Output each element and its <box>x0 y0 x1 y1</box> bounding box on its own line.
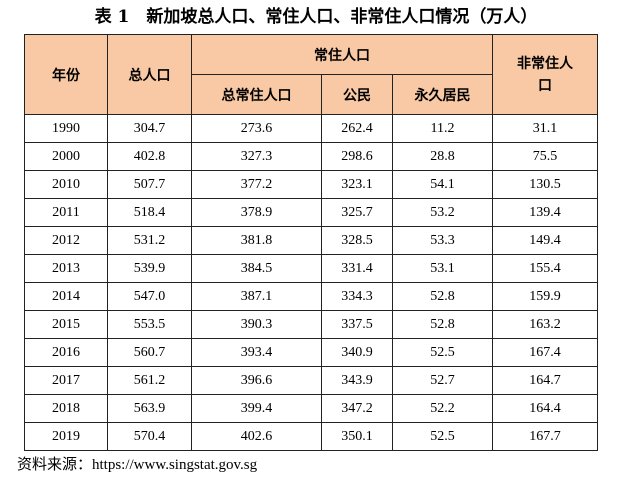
resident-total-cell: 381.8 <box>191 226 322 255</box>
year-cell: 2000 <box>24 142 108 171</box>
nonresident-cell: 75.5 <box>492 142 598 171</box>
total-cell: 553.5 <box>107 310 192 339</box>
table-row: 2015 553.5 390.3 337.5 52.8 163.2 <box>24 310 598 339</box>
pr-cell: 52.8 <box>392 282 493 311</box>
total-cell: 518.4 <box>107 198 192 227</box>
total-cell: 531.2 <box>107 226 192 255</box>
resident-total-cell: 393.4 <box>191 338 322 367</box>
pr-cell: 28.8 <box>392 142 493 171</box>
year-cell: 2011 <box>24 198 108 227</box>
pr-cell: 53.1 <box>392 254 493 283</box>
total-cell: 560.7 <box>107 338 192 367</box>
year-cell: 2018 <box>24 394 108 423</box>
citizen-cell: 350.1 <box>321 422 393 451</box>
pr-cell: 11.2 <box>392 114 493 143</box>
pr-cell: 52.7 <box>392 366 493 395</box>
resident-total-cell: 387.1 <box>191 282 322 311</box>
year-cell: 2016 <box>24 338 108 367</box>
header-permanent-resident: 永久居民 <box>392 74 493 115</box>
table-row: 2011 518.4 378.9 325.7 53.2 139.4 <box>24 198 598 227</box>
resident-total-cell: 402.6 <box>191 422 322 451</box>
table-row: 2016 560.7 393.4 340.9 52.5 167.4 <box>24 338 598 367</box>
table-row: 2010 507.7 377.2 323.1 54.1 130.5 <box>24 170 598 199</box>
citizen-cell: 343.9 <box>321 366 393 395</box>
nonresident-cell: 155.4 <box>492 254 598 283</box>
pr-cell: 53.3 <box>392 226 493 255</box>
header-row-sub: 总常住人口 公民 永久居民 <box>25 74 598 115</box>
nonresident-cell: 164.4 <box>492 394 598 423</box>
pr-cell: 52.8 <box>392 310 493 339</box>
table-row: 2019 570.4 402.6 350.1 52.5 167.7 <box>24 422 598 451</box>
nonresident-cell: 139.4 <box>492 198 598 227</box>
citizen-cell: 262.4 <box>321 114 393 143</box>
nonresident-cell: 167.7 <box>492 422 598 451</box>
resident-total-cell: 390.3 <box>191 310 322 339</box>
citizen-cell: 328.5 <box>321 226 393 255</box>
resident-total-cell: 399.4 <box>191 394 322 423</box>
citizen-cell: 298.6 <box>321 142 393 171</box>
total-cell: 402.8 <box>107 142 192 171</box>
resident-total-cell: 377.2 <box>191 170 322 199</box>
total-cell: 507.7 <box>107 170 192 199</box>
header-year: 年份 <box>24 34 108 115</box>
pr-cell: 52.2 <box>392 394 493 423</box>
citizen-cell: 334.3 <box>321 282 393 311</box>
year-cell: 2010 <box>24 170 108 199</box>
resident-total-cell: 384.5 <box>191 254 322 283</box>
total-cell: 563.9 <box>107 394 192 423</box>
nonresident-cell: 167.4 <box>492 338 598 367</box>
population-table: 年份 总人口 常住人口 非常住人 口 总常住人口 公民 永久居民 1990 304… <box>24 34 598 451</box>
total-cell: 547.0 <box>107 282 192 311</box>
total-cell: 539.9 <box>107 254 192 283</box>
year-cell: 2019 <box>24 422 108 451</box>
resident-total-cell: 396.6 <box>191 366 322 395</box>
header-resident-total: 总常住人口 <box>191 74 322 115</box>
resident-total-cell: 273.6 <box>191 114 322 143</box>
header-citizen: 公民 <box>321 74 393 115</box>
year-cell: 2014 <box>24 282 108 311</box>
citizen-cell: 340.9 <box>321 338 393 367</box>
header-row-top: 年份 总人口 常住人口 非常住人 口 <box>24 34 598 115</box>
table-body: 1990 304.7 273.6 262.4 11.2 31.1 2000 402.8 327.… <box>24 114 598 451</box>
pr-cell: 52.5 <box>392 338 493 367</box>
nonresident-cell: 149.4 <box>492 226 598 255</box>
nonresident-cell: 159.9 <box>492 282 598 311</box>
resident-total-cell: 378.9 <box>191 198 322 227</box>
year-cell: 2012 <box>24 226 108 255</box>
citizen-cell: 347.2 <box>321 394 393 423</box>
pr-cell: 52.5 <box>392 422 493 451</box>
citizen-cell: 323.1 <box>321 170 393 199</box>
pr-cell: 53.2 <box>392 198 493 227</box>
year-cell: 2015 <box>24 310 108 339</box>
citizen-cell: 331.4 <box>321 254 393 283</box>
header-total-population: 总人口 <box>107 34 192 115</box>
total-cell: 304.7 <box>107 114 192 143</box>
resident-total-cell: 327.3 <box>191 142 322 171</box>
nonresident-cell: 130.5 <box>492 170 598 199</box>
table-row: 2014 547.0 387.1 334.3 52.8 159.9 <box>24 282 598 311</box>
table-row: 1990 304.7 273.6 262.4 11.2 31.1 <box>24 114 598 143</box>
citizen-cell: 337.5 <box>321 310 393 339</box>
table-row: 2017 561.2 396.6 343.9 52.7 164.7 <box>24 366 598 395</box>
source-note: 资料来源：https://www.singstat.gov.sg <box>17 457 258 473</box>
table-row: 2012 531.2 381.8 328.5 53.3 149.4 <box>24 226 598 255</box>
header-nonresident-line1: 非常住人 <box>517 55 573 72</box>
table-row: 2018 563.9 399.4 347.2 52.2 164.4 <box>24 394 598 423</box>
header-nonresident-line2: 口 <box>538 77 552 94</box>
nonresident-cell: 164.7 <box>492 366 598 395</box>
table-title: 表 1 新加坡总人口、常住人口、非常住人口情况（万人） <box>94 7 538 27</box>
total-cell: 570.4 <box>107 422 192 451</box>
table-row: 2000 402.8 327.3 298.6 28.8 75.5 <box>24 142 598 171</box>
header-resident-population: 常住人口 <box>191 34 493 75</box>
header-nonresident-population: 非常住人 口 <box>492 34 598 115</box>
citizen-cell: 325.7 <box>321 198 393 227</box>
total-cell: 561.2 <box>107 366 192 395</box>
nonresident-cell: 31.1 <box>492 114 598 143</box>
nonresident-cell: 163.2 <box>492 310 598 339</box>
year-cell: 2017 <box>24 366 108 395</box>
year-cell: 2013 <box>24 254 108 283</box>
pr-cell: 54.1 <box>392 170 493 199</box>
table-row: 2013 539.9 384.5 331.4 53.1 155.4 <box>24 254 598 283</box>
year-cell: 1990 <box>24 114 108 143</box>
